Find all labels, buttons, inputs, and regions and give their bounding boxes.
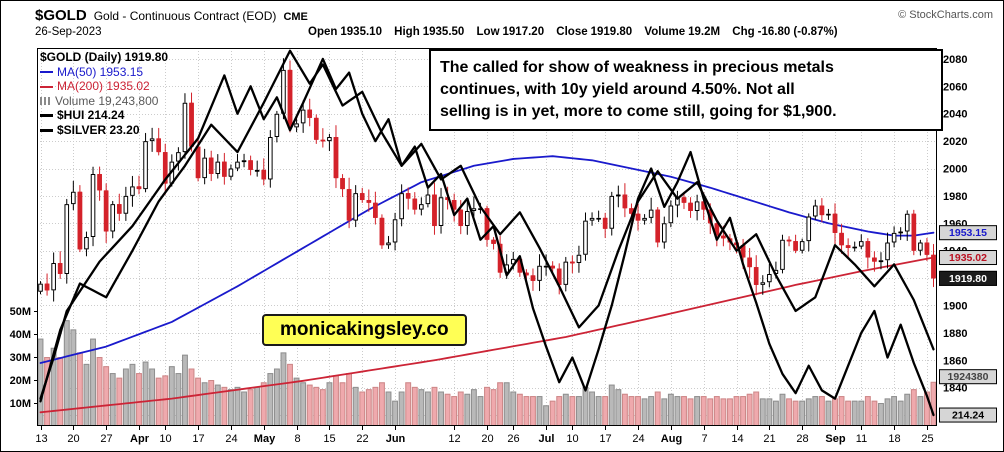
ticker-symbol: $GOLD [35, 7, 87, 24]
quote-low-value: 1917.20 [502, 26, 545, 38]
quote-volume-label: Volume [644, 26, 686, 38]
ma200-line-swatch [40, 85, 53, 88]
legend-ma200: MA(200) 1935.02 [40, 79, 168, 94]
quote-open-value: 1935.10 [340, 26, 382, 38]
ma50-line-swatch [40, 71, 53, 74]
chart-header: $GOLD Gold - Continuous Contract (EOD) CME… [35, 7, 995, 25]
annotation-line: continues, with 10y yield around 4.50%. … [440, 81, 795, 98]
quote-open-label: Open [308, 26, 338, 38]
volume-bars-swatch [40, 97, 51, 106]
legend-hui: $HUI 214.24 [40, 108, 168, 123]
annotation-box: The called for show of weakness in preci… [429, 49, 943, 131]
chart-title: Gold - Continuous Contract (EOD) [93, 9, 277, 23]
quote-chg-label: Chg [732, 26, 755, 38]
quote-close-label: Close [556, 26, 588, 38]
quote-chg-value: -16.80 (-0.87%) [757, 26, 838, 38]
quote-close-value: 1919.80 [590, 26, 633, 38]
hui-line-swatch [40, 114, 53, 118]
exchange-label: CME [283, 11, 308, 23]
chart-legend: $GOLD (Daily) 1919.80 MA(50) 1953.15 MA(… [40, 50, 168, 137]
legend-silver: $SILVER 23.20 [40, 123, 168, 138]
quote-volume-value: 19.2M [688, 26, 721, 38]
legend-volume: Volume 19,243,800 [40, 94, 168, 109]
annotation-line: The called for show of weakness in preci… [440, 59, 834, 76]
quote-low-label: Low [476, 26, 500, 38]
annotation-line: selling is in yet, more to come still, g… [440, 103, 837, 120]
legend-ma50: MA(50) 1953.15 [40, 65, 168, 80]
quote-row: 26-Sep-2023 Open 1935.10 High 1935.50 Low 1… [35, 26, 995, 42]
ohlc-quote: Open 1935.10 High 1935.50 Low 1917.20 Close… [299, 26, 838, 38]
legend-gold: $GOLD (Daily) 1919.80 [40, 50, 169, 64]
watermark-monicakingsley: monicakingsley.co [262, 314, 467, 346]
quote-high-label: High [394, 26, 420, 38]
copyright-label: © StockCharts.com [898, 9, 993, 21]
silver-line-swatch [40, 128, 53, 132]
quote-high-value: 1935.50 [422, 26, 465, 38]
chart-date: 26-Sep-2023 [35, 26, 102, 38]
